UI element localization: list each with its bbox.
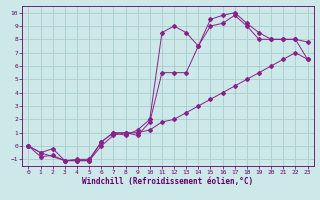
X-axis label: Windchill (Refroidissement éolien,°C): Windchill (Refroidissement éolien,°C): [83, 177, 253, 186]
